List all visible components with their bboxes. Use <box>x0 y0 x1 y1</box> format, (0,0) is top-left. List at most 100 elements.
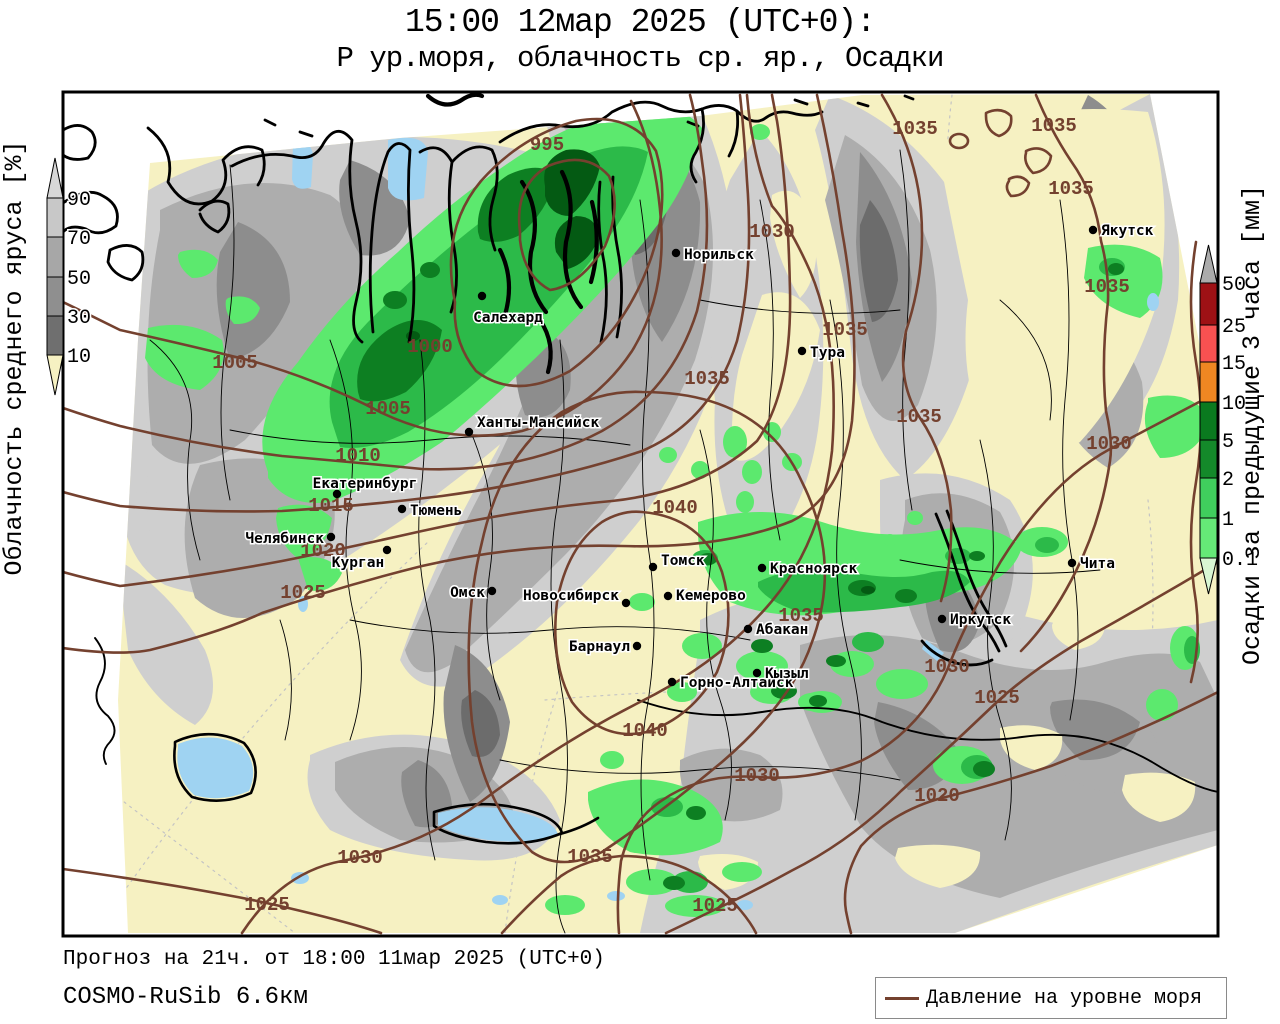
city-label: Чита <box>1080 556 1115 572</box>
city-dot <box>797 346 807 356</box>
isobar-label-1030: 1030 <box>749 221 795 243</box>
city-label: Тура <box>810 345 845 361</box>
layer-country-borders <box>94 637 1218 793</box>
city-label: Новосибирск <box>523 588 619 604</box>
city-label: Томск <box>661 553 705 569</box>
colorbar-tick-30: 30 <box>67 307 91 330</box>
isobar-label-1025: 1025 <box>692 895 738 917</box>
city-dot <box>663 591 673 601</box>
colorbar-title: Облачность среднего яруса [%] <box>0 140 29 575</box>
layer-clear-patches <box>698 95 1215 890</box>
isobar-label-1020: 1020 <box>300 540 346 562</box>
title-datetime: 15:00 12мар 2025 (UTC+0): <box>404 4 876 41</box>
city-dot <box>326 532 336 542</box>
city-dot <box>757 563 767 573</box>
colorbar-tick-25: 25 <box>1222 316 1246 339</box>
city-label: Омск <box>450 585 485 601</box>
city-Абакан: Абакан <box>743 621 810 640</box>
isobar-label-1030: 1030 <box>924 656 970 678</box>
colorbar-tick-50: 50 <box>67 268 91 291</box>
city-dot <box>1088 225 1098 235</box>
isobar-label-1035: 1035 <box>822 319 868 341</box>
city-dot <box>937 614 947 624</box>
model-name: COSMO-RuSib 6.6км <box>63 984 308 1011</box>
city-dot <box>332 489 342 499</box>
city-Ханты-Мансийск: Ханты-Мансийск <box>464 414 601 437</box>
colorbar-tick-70: 70 <box>67 228 91 251</box>
city-Тура: Тура <box>797 344 846 363</box>
city-Норильск: Норильск <box>671 246 756 265</box>
city-dot <box>621 598 631 608</box>
city-dot <box>667 677 677 687</box>
forecast-lead-time: Прогноз на 21ч. от 18:00 11мар 2025 (UTC… <box>63 948 605 971</box>
colorbar-tick-15: 15 <box>1222 353 1246 376</box>
city-Екатеринбург: Екатеринбург <box>311 475 419 499</box>
map-layers <box>63 92 1218 936</box>
city-Кемерово: Кемерово <box>663 587 748 606</box>
city-label: Кызыл <box>765 666 809 682</box>
city-dot <box>397 504 407 514</box>
isobar-label-1020: 1020 <box>914 785 960 807</box>
city-label: Красноярск <box>770 561 858 577</box>
layer-coastlines-heavy <box>425 92 599 375</box>
layer-coastlines <box>63 94 1008 667</box>
pressure-legend-label: Давление на уровне моря <box>926 986 1203 1010</box>
city-Омск: Омск <box>449 584 497 603</box>
isobar-label-1040: 1040 <box>652 497 698 519</box>
isobar-label-1030: 1030 <box>734 765 780 787</box>
layer-isobars <box>63 93 1218 935</box>
map-frame-border <box>61 90 1220 938</box>
isobar-label-1030: 1030 <box>1086 433 1132 455</box>
colorbar-tick-10: 10 <box>67 346 91 369</box>
page-title: 15:00 12мар 2025 (UTC+0): Р ур.моря, обл… <box>0 4 1280 76</box>
layer-precip-dark <box>357 167 1124 890</box>
city-Кызыл: Кызыл <box>752 665 810 684</box>
layer-admin-borders <box>149 149 1101 934</box>
isobar-label-1035: 1035 <box>778 605 824 627</box>
city-Чита: Чита <box>1067 555 1116 574</box>
colorbar-tick-5: 5 <box>1222 431 1234 454</box>
isobar-label-1005: 1005 <box>365 398 411 420</box>
city-label: Норильск <box>684 247 754 263</box>
city-dot <box>487 586 497 596</box>
isobar-label-1000: 1000 <box>407 336 453 358</box>
isobar-label-1025: 1025 <box>244 894 290 916</box>
colorbar-tick-50: 50 <box>1222 274 1246 297</box>
city-dot <box>1067 558 1077 568</box>
isobar-label-1040: 1040 <box>622 720 668 742</box>
colorbar-title: Осадки за предыдущие 3 часа [мм] <box>1238 185 1267 665</box>
city-dot <box>382 545 392 555</box>
city-label: Челябинск <box>245 531 324 547</box>
city-label: Ханты-Мансийск <box>477 415 599 431</box>
isobar-label-1035: 1035 <box>896 406 942 428</box>
city-label: Кемерово <box>676 588 746 604</box>
city-dot <box>648 562 658 572</box>
isobar-label-1010: 1010 <box>335 445 381 467</box>
isobar-label-995: 995 <box>530 134 564 156</box>
city-dot <box>477 291 487 301</box>
isobar-label-1035: 1035 <box>684 368 730 390</box>
colorbar-tick-1: 1 <box>1222 509 1234 532</box>
city-dot <box>671 248 681 258</box>
city-Томск: Томск <box>648 552 706 572</box>
city-dot <box>464 427 474 437</box>
city-label: Якутск <box>1101 223 1154 239</box>
isobar-label-1030: 1030 <box>337 847 383 869</box>
city-Челябинск: Челябинск <box>244 530 336 549</box>
isobar-label-1005: 1005 <box>212 352 258 374</box>
city-label: Иркутск <box>950 612 1011 628</box>
city-Иркутск: Иркутск <box>937 611 1013 630</box>
colorbar-tick-2: 2 <box>1222 469 1234 492</box>
cloudiness-colorbar: 90 70 50 30 10 Облачность среднего яруса [%] <box>0 140 93 575</box>
city-Барнаул: Барнаул <box>567 638 642 657</box>
city-label: Горно-Алтайск <box>680 675 794 691</box>
map-labels: 995 1000 1005 1005 1010 1015 1020 1025 1030 1035 1… <box>212 115 1155 917</box>
isobar-label-1015: 1015 <box>308 495 354 517</box>
city-Красноярск: Красноярск <box>757 560 859 579</box>
layer-lake-outlines <box>173 732 600 845</box>
isobar-label-1035: 1035 <box>1048 178 1094 200</box>
city-label: Салехард <box>473 310 543 326</box>
city-dot <box>743 624 753 634</box>
